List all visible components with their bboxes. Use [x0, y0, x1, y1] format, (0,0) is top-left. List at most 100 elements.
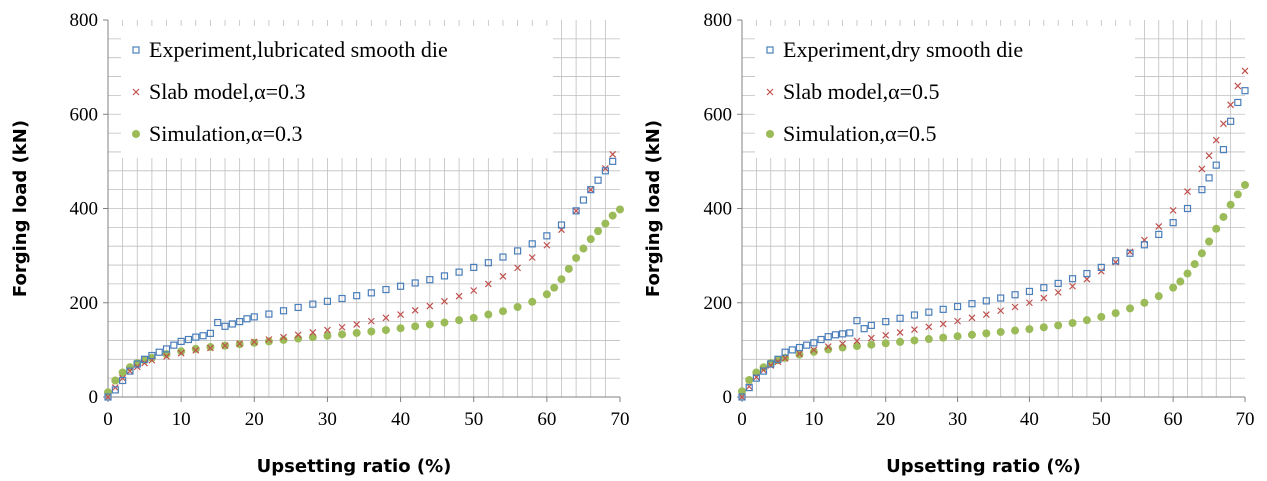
data-point [839, 340, 847, 348]
data-point [338, 323, 346, 331]
data-point [1226, 200, 1235, 209]
data-point [484, 280, 492, 288]
data-point [119, 376, 127, 385]
series-x [104, 150, 617, 401]
x-tick-label: 70 [1236, 409, 1255, 430]
data-point [1190, 260, 1199, 269]
data-point [853, 317, 861, 325]
data-point [221, 322, 229, 330]
data-point [824, 345, 833, 354]
data-point [1205, 152, 1213, 160]
data-point [513, 247, 522, 255]
data-point [1233, 190, 1242, 199]
data-point [745, 376, 754, 385]
data-point [228, 320, 236, 328]
x-tick-label: 0 [737, 409, 747, 430]
data-point [939, 320, 947, 328]
data-point [1183, 269, 1192, 278]
data-point [1040, 294, 1048, 302]
data-point [752, 374, 760, 382]
data-point [796, 350, 803, 358]
data-point [896, 329, 904, 336]
data-point [881, 339, 890, 348]
data-point [455, 316, 464, 325]
x-tick-label: 50 [464, 409, 483, 430]
data-point [148, 351, 156, 360]
data-point [882, 331, 890, 339]
data-point [594, 227, 603, 236]
data-point [411, 306, 419, 314]
data-point [141, 359, 148, 367]
data-point [1155, 230, 1163, 239]
data-point [1083, 269, 1091, 278]
data-point [309, 329, 317, 336]
data-point [1111, 309, 1120, 318]
data-point [236, 340, 244, 348]
data-point [470, 287, 478, 294]
data-point [147, 353, 156, 362]
data-point [853, 337, 861, 345]
data-point [982, 297, 990, 305]
data-point [939, 333, 948, 342]
data-point [1026, 299, 1033, 307]
data-point [968, 314, 976, 322]
data-point [1112, 257, 1120, 265]
data-point [396, 324, 405, 333]
x-tick-label: 10 [172, 409, 191, 430]
data-point [119, 374, 127, 382]
data-point [440, 272, 449, 280]
data-point [824, 333, 832, 341]
data-point [564, 264, 573, 273]
data-point [1126, 304, 1135, 313]
y-tick-label: 0 [723, 387, 733, 408]
data-point [809, 347, 818, 356]
data-point [294, 303, 302, 312]
data-point [498, 307, 507, 316]
data-point [781, 348, 789, 356]
chart-right-dry: 0 10 20 30 40 50 60 70 0 200 400 600 800 Upsetting ra… [643, 10, 1255, 477]
data-point [352, 328, 361, 337]
data-point [601, 167, 609, 175]
data-point [513, 302, 522, 311]
data-point [396, 282, 405, 290]
data-point [939, 305, 947, 313]
data-point [192, 346, 200, 354]
data-point [1140, 241, 1149, 249]
data-point [279, 307, 288, 315]
data-point [184, 335, 193, 344]
data-point [759, 367, 768, 375]
data-point [759, 363, 768, 372]
data-point [206, 329, 214, 337]
data-point [425, 320, 434, 329]
data-point [1068, 275, 1077, 283]
x-tick-label: 30 [948, 409, 967, 430]
data-point [104, 393, 112, 401]
data-point [250, 338, 258, 346]
data-point [982, 311, 990, 318]
x-tick-label: 20 [245, 409, 264, 430]
data-point [250, 338, 259, 347]
x-axis-title: Upsetting ratio (%) [886, 456, 1081, 477]
data-point [609, 157, 617, 165]
data-point [206, 344, 214, 352]
data-point [1227, 117, 1235, 125]
data-point [294, 331, 302, 339]
legend: Experiment,lubricated smooth die Slab mod… [121, 26, 553, 158]
data-point [954, 317, 961, 325]
x-axis-title: Upsetting ratio (%) [257, 456, 452, 477]
data-point [860, 325, 868, 333]
y-tick-label: 800 [70, 10, 99, 31]
series-circle [738, 180, 1249, 396]
data-point [353, 321, 361, 328]
data-point [214, 318, 222, 327]
y-tick-label: 200 [704, 293, 733, 314]
data-point [911, 326, 918, 334]
data-point [572, 207, 580, 215]
data-point [601, 219, 610, 228]
data-point [824, 343, 832, 351]
data-point [243, 315, 251, 323]
data-point [1054, 321, 1063, 330]
legend-background [755, 26, 1135, 158]
data-point [852, 342, 861, 351]
